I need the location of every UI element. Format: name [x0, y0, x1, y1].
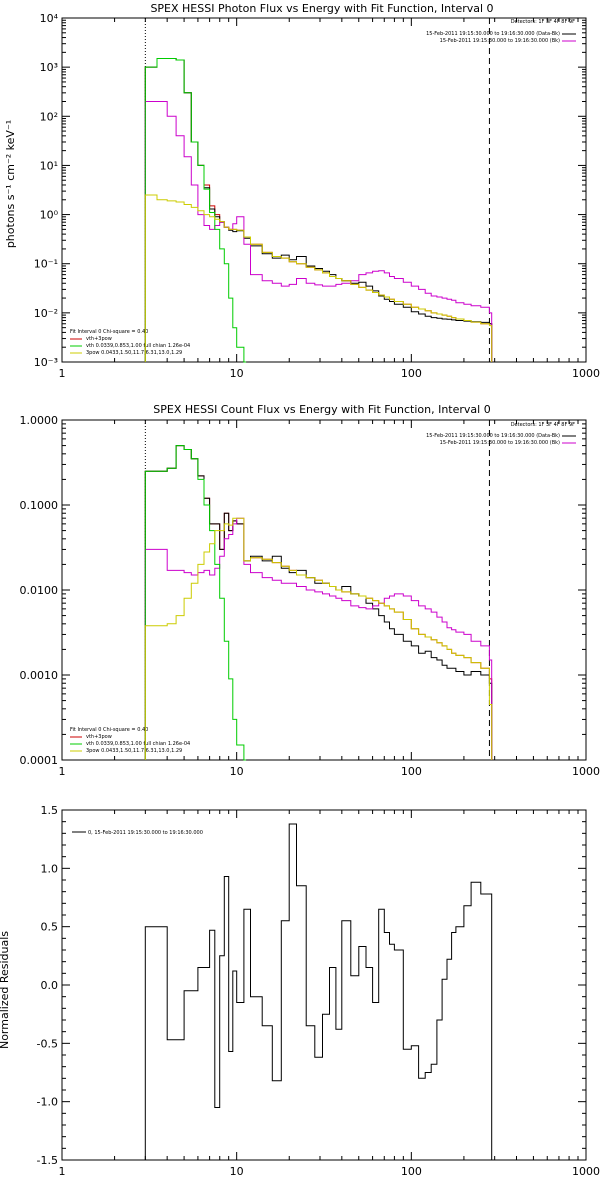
- photon-flux-legend-detectors: Detectors: 1F 3F 4F 8F 9F: [511, 19, 575, 25]
- residuals-ylabel: Normalized Residuals: [0, 931, 11, 1049]
- count-flux-legend-total: vth+3pow: [86, 734, 112, 740]
- photon-flux-frame: [61, 17, 587, 363]
- photon-flux-legend-topright: Detectors: 1F 3F 4F 8F 9F 15-Feb-2011 19…: [426, 19, 576, 44]
- residuals-panel: Normalized Residuals 0, 15-Feb-2011 19:1…: [0, 830, 203, 1049]
- count-flux-xtick-label: 10: [230, 765, 244, 778]
- count-flux-panel: SPEX HESSI Count Flux vs Energy with Fit…: [70, 403, 576, 754]
- count-flux-ytick-label: 1.0000: [20, 414, 59, 427]
- count-flux-ytick-label: 0.0010: [20, 669, 59, 682]
- residuals-ytick-label: 1.0: [41, 862, 59, 875]
- count-flux-ytick-label: 0.0001: [20, 754, 59, 767]
- count-flux-xtick-label: 100: [401, 765, 422, 778]
- count-flux-series-vth-3pow: [144, 445, 493, 760]
- photon-flux-ytick-label: 10³: [40, 61, 58, 74]
- photon-flux-ylabel: photons s⁻¹ cm⁻² keV⁻¹: [4, 120, 17, 248]
- photon-flux-xtick-label: 1000: [572, 367, 600, 380]
- photon-flux-ytick-label: 10²: [40, 110, 58, 123]
- photon-flux-ytick-label: 10⁴: [40, 12, 59, 25]
- residuals-series-0-15-feb-2011-19-15-30-000-to-19-16-30-000: [144, 823, 493, 1160]
- residuals-ytick-label: -1.0: [37, 1096, 58, 1109]
- count-flux-legend-fit: Fit Interval 0 Chi-square = 0.40: [70, 727, 148, 733]
- count-flux-series-vth: [144, 445, 247, 761]
- photon-flux-series-vth: [144, 58, 247, 363]
- photon-flux-legend-total: vth+3pow: [86, 336, 112, 342]
- count-flux-legend-detectors: Detectors: 1F 3F 4F 8F 9F: [511, 422, 575, 428]
- residuals-frame: [61, 809, 587, 1161]
- count-flux-legend-topright: Detectors: 1F 3F 4F 8F 9F 15-Feb-2011 19…: [426, 422, 576, 446]
- photon-flux-ytick-label: 10¹: [40, 159, 58, 172]
- count-flux-title: SPEX HESSI Count Flux vs Energy with Fit…: [153, 403, 490, 416]
- count-flux-xtick-label: 1: [59, 765, 66, 778]
- photon-flux-ytick-label: 10⁰: [40, 209, 59, 222]
- photon-flux-xtick-label: 10: [230, 367, 244, 380]
- residuals-xtick-label: 1000: [572, 1165, 600, 1178]
- photon-flux-series-vth-3pow: [144, 58, 493, 362]
- photon-flux-legend-bottomleft: Fit Interval 0 Chi-square = 0.40 vth+3po…: [70, 329, 190, 356]
- photon-flux-ytick-label: 10⁻¹: [34, 258, 58, 271]
- photon-flux-ytick-label: 10⁻²: [34, 307, 58, 320]
- photon-flux-ytick-label: 10⁻³: [34, 356, 58, 369]
- residuals-ytick-label: -0.5: [37, 1037, 58, 1050]
- photon-flux-xtick-label: 1: [59, 367, 66, 380]
- count-flux-ytick-label: 0.0100: [20, 584, 59, 597]
- count-flux-legend-bottomleft: Fit Interval 0 Chi-square = 0.40 vth+3po…: [70, 727, 190, 754]
- count-flux-legend-bk: 15-Feb-2011 19:15:30.000 to 19:16:30.000…: [440, 440, 560, 446]
- residuals-ytick-label: -1.5: [37, 1154, 58, 1167]
- residuals-legend: 0, 15-Feb-2011 19:15:30.000 to 19:16:30.…: [72, 830, 203, 836]
- photon-flux-panel: SPEX HESSI Photon Flux vs Energy with Fi…: [4, 2, 576, 356]
- count-flux-legend-databk: 15-Feb-2011 19:15:30.000 to 19:16:30.000…: [426, 433, 560, 439]
- photon-flux-series-data-bk: [144, 58, 493, 362]
- count-flux-legend-3pow: 3pow 0.0433,1.50,11.7,6.31,13.0,1.29: [86, 748, 182, 754]
- residuals-xtick-label: 100: [401, 1165, 422, 1178]
- photon-flux-legend-fit: Fit Interval 0 Chi-square = 0.40: [70, 329, 148, 335]
- residuals-xtick-label: 1: [59, 1165, 66, 1178]
- count-flux-series-data-bk: [144, 445, 493, 760]
- count-flux-xtick-label: 1000: [572, 765, 600, 778]
- residuals-ytick-label: 1.5: [41, 804, 59, 817]
- count-flux-frame: [61, 419, 587, 761]
- photon-flux-series-bk: [144, 101, 493, 362]
- photon-flux-plot-area: 1 10 100 1000 10⁻³ 10⁻² 10⁻¹ 10⁰ 10¹ 10² 10³ 10⁴: [34, 12, 600, 380]
- photon-flux-legend-databk: 15-Feb-2011 19:15:30.000 to 19:16:30.000…: [426, 31, 560, 37]
- count-flux-ytick-label: 0.1000: [20, 499, 59, 512]
- photon-flux-title: SPEX HESSI Photon Flux vs Energy with Fi…: [150, 2, 493, 15]
- count-flux-legend-vth: vth 0.0339,0.853,1.00 full chian 1.26e-0…: [86, 741, 190, 747]
- residuals-ytick-label: 0.0: [41, 979, 59, 992]
- residuals-plot-area: 1 10 100 1000 -1.5 -1.0 -0.5 0.0 0.5 1.0 1.5: [37, 804, 600, 1178]
- residuals-legend-label: 0, 15-Feb-2011 19:15:30.000 to 19:16:30.…: [88, 830, 203, 836]
- count-flux-series-3pow: [144, 517, 493, 760]
- photon-flux-xtick-label: 100: [401, 367, 422, 380]
- count-flux-plot-area: 1 10 100 1000 0.0001 0.0010 0.0100 0.1000 1.0000: [20, 414, 600, 778]
- residuals-ytick-label: 0.5: [41, 921, 59, 934]
- photon-flux-series-3pow: [144, 194, 493, 362]
- residuals-xtick-label: 10: [230, 1165, 244, 1178]
- count-flux-series-bk: [144, 517, 493, 760]
- photon-flux-legend-bk: 15-Feb-2011 19:15:30.000 to 19:16:30.000…: [440, 38, 560, 44]
- photon-flux-legend-3pow: 3pow 0.0433,1.50,11.7,6.31,13.0,1.29: [86, 350, 182, 356]
- photon-flux-legend-vth: vth 0.0339,0.853,1.00 full chian 1.26e-0…: [86, 343, 190, 349]
